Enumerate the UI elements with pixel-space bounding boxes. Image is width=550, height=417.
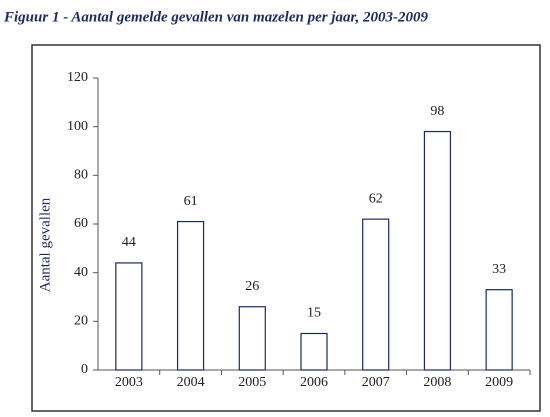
data-label: 44 bbox=[122, 235, 136, 250]
y-tick-label: 80 bbox=[74, 168, 88, 183]
y-tick-label: 40 bbox=[74, 265, 88, 280]
bar bbox=[423, 130, 452, 371]
data-label: 98 bbox=[430, 104, 444, 119]
data-label: 33 bbox=[492, 262, 506, 277]
data-label: 26 bbox=[245, 279, 259, 294]
y-axis-label: Aantal gevallen bbox=[37, 197, 53, 292]
x-tick-label: 2004 bbox=[177, 375, 205, 390]
y-tick-label: 100 bbox=[67, 119, 88, 134]
x-tick-label: 2003 bbox=[115, 375, 143, 390]
bar bbox=[238, 306, 266, 371]
bar bbox=[485, 289, 513, 371]
x-tick-label: 2007 bbox=[362, 375, 390, 390]
chart-frame bbox=[31, 44, 541, 412]
x-tick-label: 2005 bbox=[238, 375, 266, 390]
x-tick-label: 2008 bbox=[423, 375, 451, 390]
data-label: 61 bbox=[184, 194, 198, 209]
bar bbox=[362, 218, 390, 371]
y-tick-label: 0 bbox=[81, 362, 88, 377]
data-label: 15 bbox=[307, 306, 321, 321]
y-tick-label: 60 bbox=[74, 216, 88, 231]
bar bbox=[176, 220, 205, 371]
y-tick-label: 20 bbox=[74, 314, 88, 329]
bar bbox=[300, 332, 328, 371]
y-tick-label: 120 bbox=[67, 70, 88, 85]
x-tick-label: 2009 bbox=[485, 375, 513, 390]
bar bbox=[115, 262, 143, 371]
chart-title: Figuur 1 - Aantal gemelde gevallen van m… bbox=[3, 9, 429, 25]
data-label: 62 bbox=[369, 191, 383, 206]
x-tick-label: 2006 bbox=[300, 375, 328, 390]
